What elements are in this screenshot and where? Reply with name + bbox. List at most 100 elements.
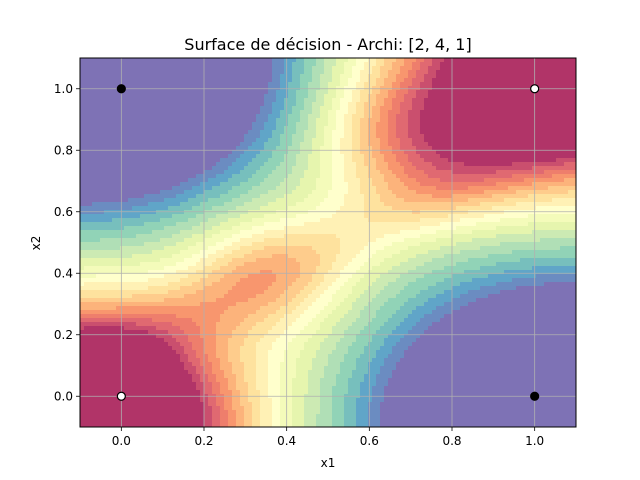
contour-cell [112,262,117,267]
contour-cell [236,234,241,239]
contour-cell [272,370,277,375]
contour-cell [144,226,149,231]
contour-cell [232,142,237,147]
contour-cell [224,94,229,99]
contour-cell [260,82,265,87]
contour-cell [228,350,233,355]
contour-cell [144,354,149,359]
contour-cell [224,158,229,163]
contour-cell [252,362,257,367]
contour-cell [256,382,261,387]
contour-cell [224,378,229,383]
contour-cell [292,246,297,251]
contour-cell [100,254,105,259]
contour-cell [184,94,189,99]
contour-cell [220,350,225,355]
contour-cell [220,162,225,167]
contour-cell [288,310,293,315]
contour-cell [164,298,169,303]
contour-cell [212,102,217,107]
contour-cell [132,354,137,359]
contour-cell [248,62,253,67]
contour-cell [208,110,213,115]
contour-cell [152,422,157,427]
contour-cell [104,134,109,139]
contour-cell [212,398,217,403]
contour-cell [276,270,281,275]
contour-cell [164,182,169,187]
contour-cell [248,234,253,239]
contour-cell [84,326,89,331]
contour-cell [160,334,165,339]
contour-cell [284,126,289,131]
contour-cell [88,350,93,355]
contour-cell [136,82,141,87]
contour-cell [196,202,201,207]
contour-cell [128,182,133,187]
contour-cell [284,282,289,287]
contour-cell [228,418,233,423]
contour-cell [116,318,121,323]
contour-cell [144,370,149,375]
contour-cell [188,250,193,255]
contour-cell [252,258,257,263]
contour-cell [244,138,249,143]
contour-cell [244,354,249,359]
contour-cell [92,418,97,423]
contour-cell [136,178,141,183]
contour-cell [220,214,225,219]
contour-cell [264,270,269,275]
contour-cell [284,154,289,159]
contour-cell [120,274,125,279]
contour-cell [92,290,97,295]
contour-cell [136,98,141,103]
contour-cell [192,390,197,395]
contour-cell [96,298,101,303]
contour-cell [236,218,241,223]
contour-cell [272,298,277,303]
contour-cell [172,82,177,87]
contour-cell [220,78,225,83]
contour-cell [204,166,209,171]
contour-cell [84,266,89,271]
contour-cell [240,270,245,275]
contour-cell [204,378,209,383]
contour-cell [252,334,257,339]
contour-cell [228,354,233,359]
contour-cell [192,318,197,323]
contour-cell [276,302,281,307]
contour-cell [288,250,293,255]
contour-cell [104,150,109,155]
contour-cell [180,274,185,279]
contour-cell [180,186,185,191]
contour-cell [132,126,137,131]
contour-cell [224,334,229,339]
contour-cell [208,74,213,79]
contour-cell [108,206,113,211]
contour-cell [112,222,117,227]
contour-cell [224,414,229,419]
contour-cell [216,326,221,331]
contour-cell [88,258,93,263]
contour-cell [224,118,229,123]
contour-cell [196,286,201,291]
contour-cell [148,94,153,99]
contour-cell [232,342,237,347]
contour-cell [132,386,137,391]
contour-cell [292,302,297,307]
contour-cell [252,414,257,419]
contour-cell [248,66,253,71]
contour-cell [136,278,141,283]
contour-cell [116,390,121,395]
contour-cell [136,346,141,351]
contour-cell [88,366,93,371]
contour-cell [196,194,201,199]
contour-cell [264,242,269,247]
contour-cell [100,122,105,127]
contour-cell [156,102,161,107]
contour-cell [240,230,245,235]
contour-cell [132,94,137,99]
contour-cell [264,122,269,127]
contour-cell [148,406,153,411]
contour-cell [244,342,249,347]
